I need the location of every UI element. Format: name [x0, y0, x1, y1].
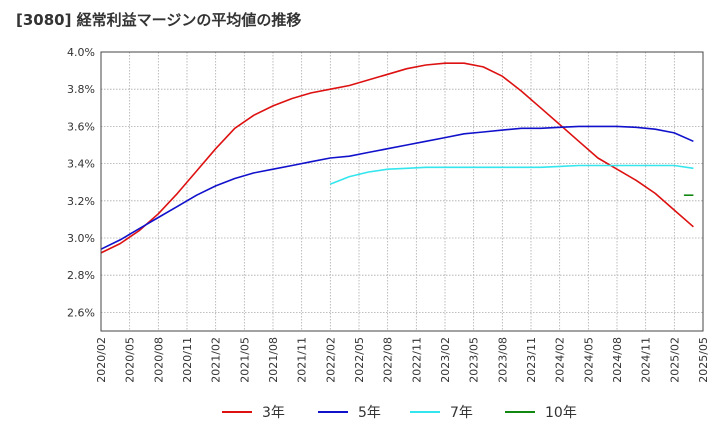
x-tick-label: 2023/02 [439, 337, 452, 383]
x-tick-label: 2025/02 [668, 337, 681, 383]
legend: 3年 5年 7年 10年 [222, 405, 577, 421]
x-tick-label: 2022/11 [410, 337, 423, 383]
x-tick-label: 2024/08 [611, 337, 624, 383]
x-tick-label: 2021/05 [238, 337, 251, 383]
x-tick-label: 2022/05 [353, 337, 366, 383]
y-tick-label: 3.4% [67, 158, 95, 171]
legend-label: 10年 [545, 405, 577, 421]
x-tick-label: 2020/11 [181, 337, 194, 383]
x-tick-label: 2021/08 [267, 337, 280, 383]
x-tick-label: 2024/11 [640, 337, 653, 383]
x-tick-label: 2024/05 [582, 337, 595, 383]
x-tick-label: 2023/11 [525, 337, 538, 383]
y-tick-label: 3.0% [67, 232, 95, 245]
axes [100, 51, 704, 332]
legend-label: 7年 [450, 405, 473, 421]
y-tick-label: 3.2% [67, 195, 95, 208]
legend-label: 5年 [358, 405, 381, 421]
x-tick-label: 2020/02 [95, 337, 108, 383]
y-tick-labels: 2.6% 2.8% 3.0% 3.2% 3.4% 3.6% 3.8% 4.0% [67, 46, 95, 319]
series-lines [100, 62, 694, 254]
x-tick-label: 2025/05 [697, 337, 710, 383]
legend-label: 3年 [262, 405, 285, 421]
x-tick-label: 2023/05 [468, 337, 481, 383]
x-tick-label: 2022/02 [324, 337, 337, 383]
x-tick-label: 2024/02 [554, 337, 567, 383]
y-tick-label: 3.6% [67, 120, 95, 133]
chart-title: [3080] 経常利益マージンの平均値の推移 [16, 11, 302, 29]
x-tick-label: 2023/08 [496, 337, 509, 383]
x-tick-label: 2020/05 [124, 337, 137, 383]
x-tick-label: 2020/08 [152, 337, 165, 383]
y-tick-label: 2.6% [67, 306, 95, 319]
series-line-2 [100, 125, 694, 250]
plot-background [101, 52, 703, 331]
x-tick-label: 2021/02 [210, 337, 223, 383]
series-line-1 [100, 62, 694, 254]
y-tick-label: 4.0% [67, 46, 95, 59]
y-tick-label: 2.8% [67, 269, 95, 282]
grid [100, 51, 704, 331]
series-line-3 [330, 164, 694, 185]
plot-frame [100, 51, 704, 332]
y-tick-label: 3.8% [67, 83, 95, 96]
x-tick-labels: 2020/02 2020/05 2020/08 2020/11 2021/02 2021/… [95, 337, 710, 383]
x-tick-label: 2022/08 [382, 337, 395, 383]
x-tick-label: 2021/11 [296, 337, 309, 383]
